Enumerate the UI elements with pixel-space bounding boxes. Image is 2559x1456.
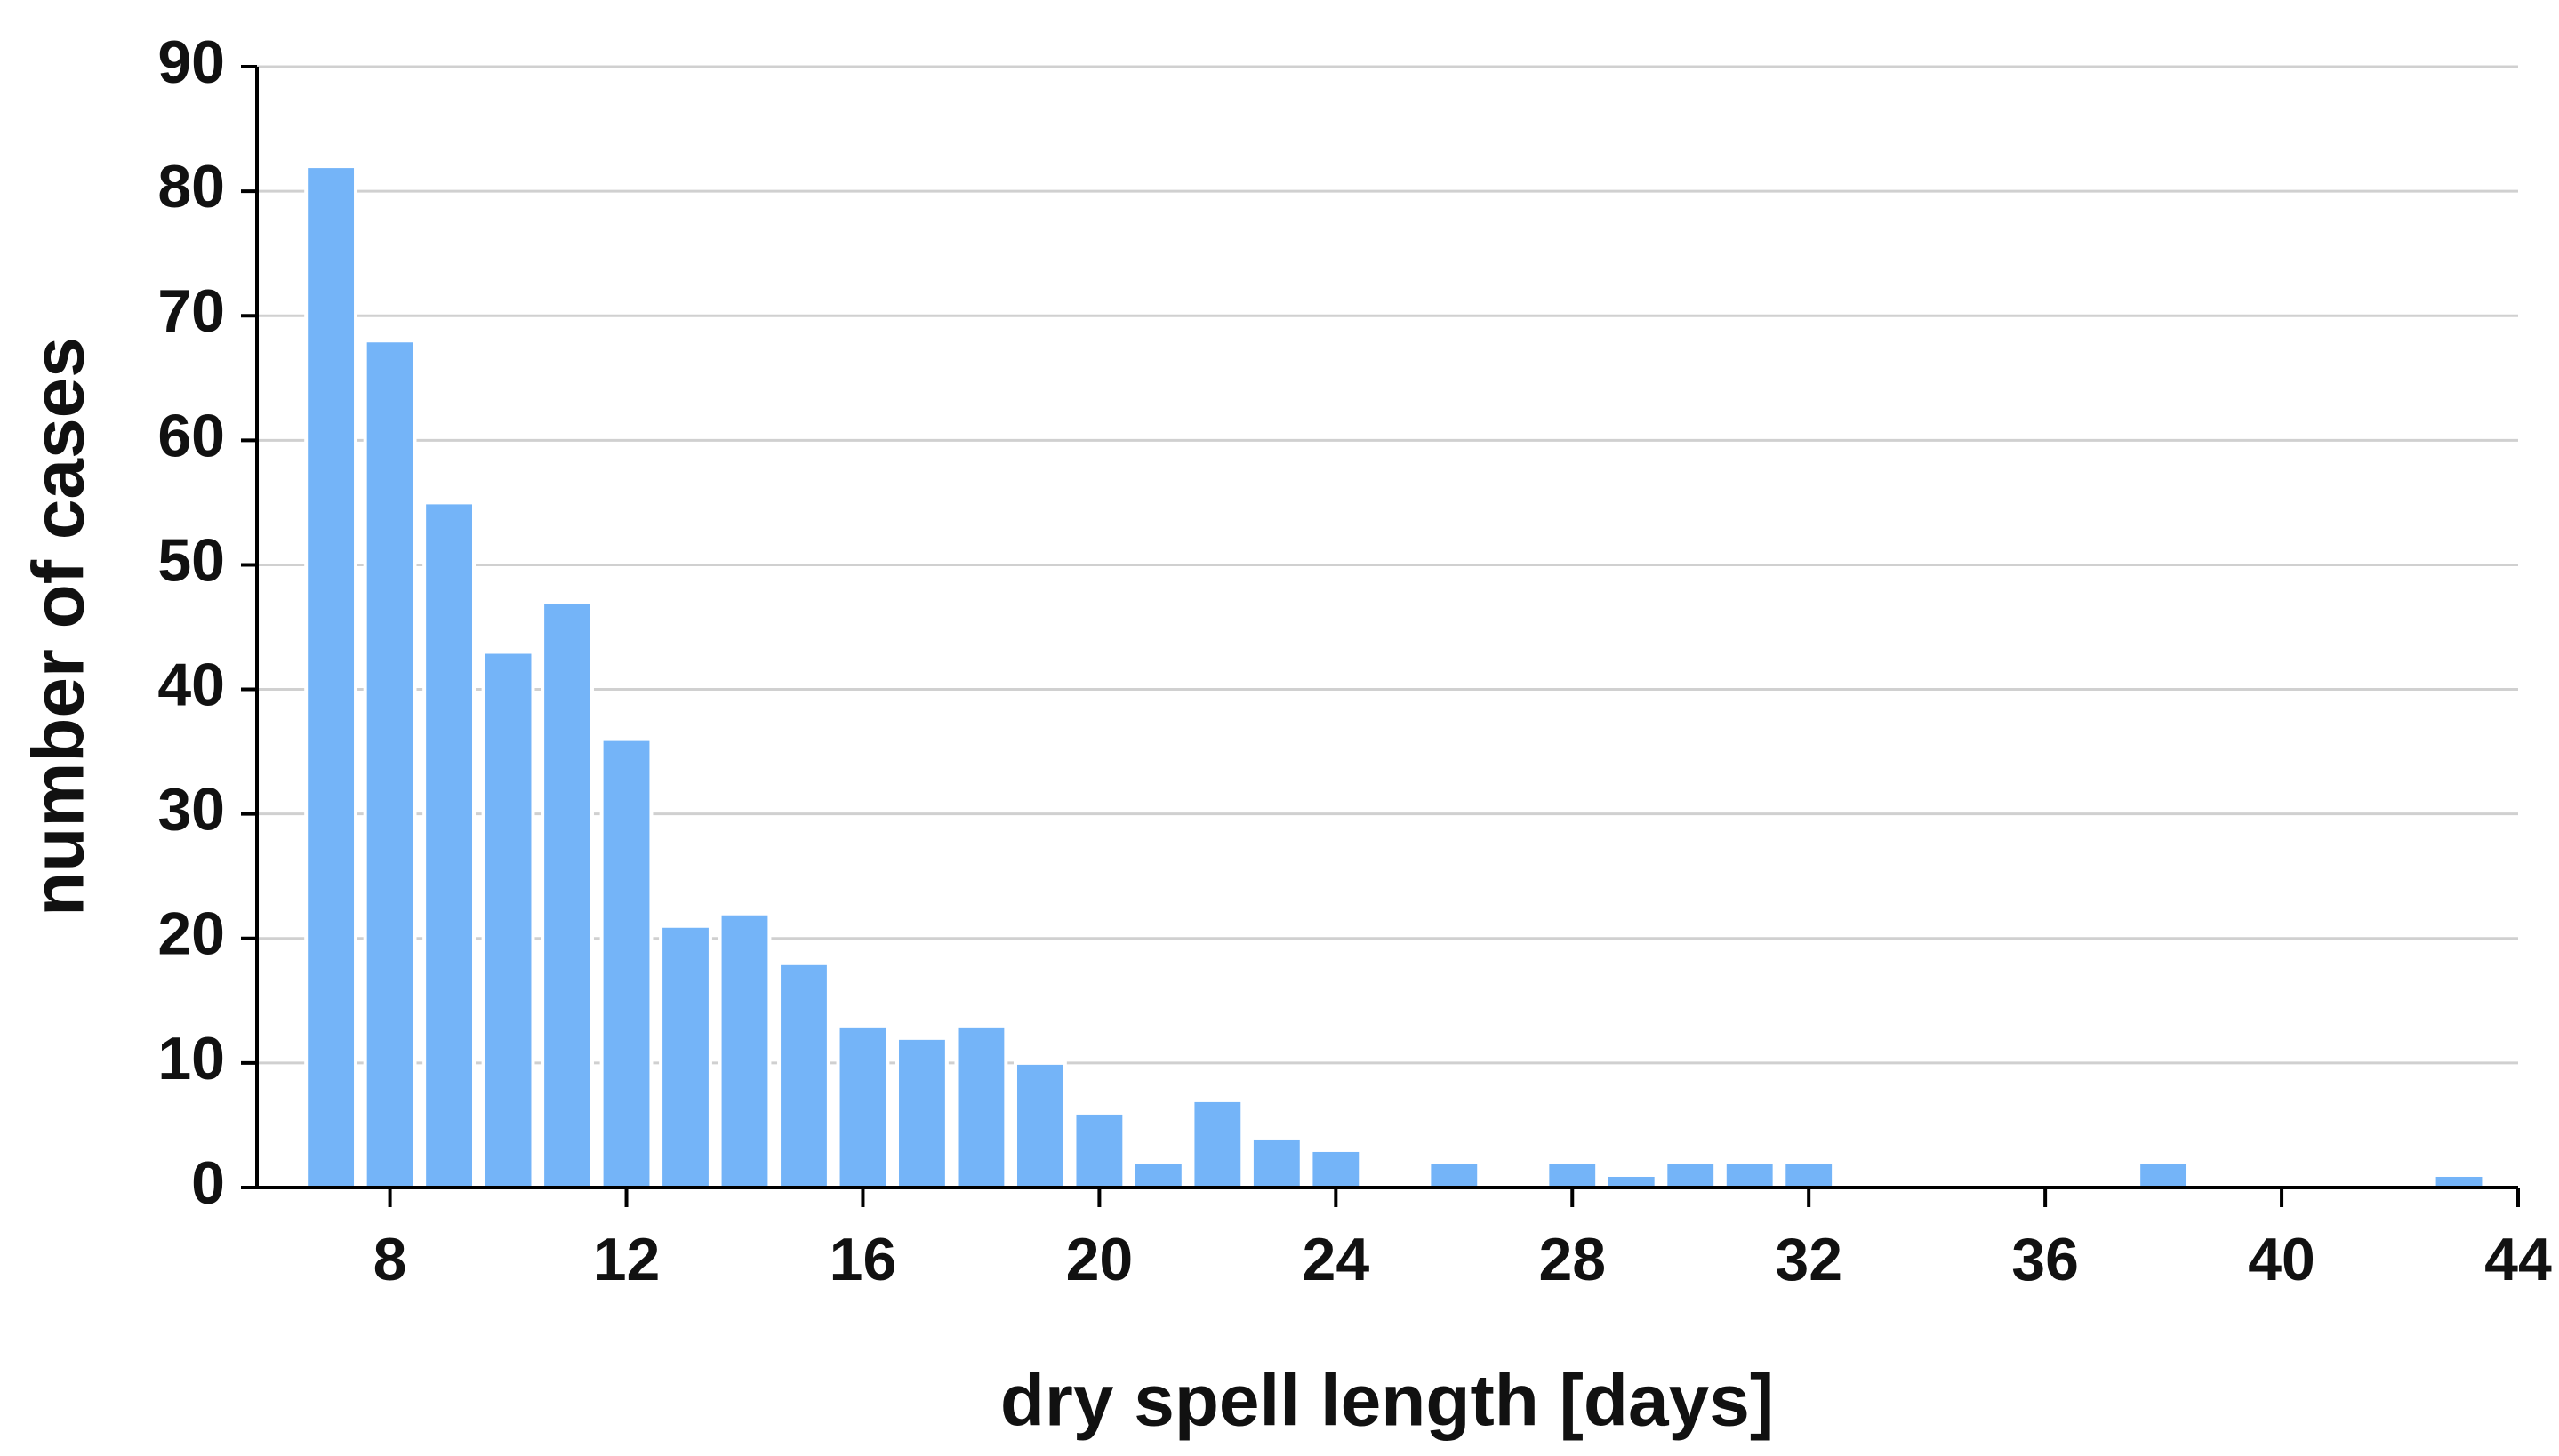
y-tick-label: 70 [157, 277, 225, 345]
y-tick-label: 60 [157, 402, 225, 469]
bar [1072, 1110, 1127, 1190]
bar [1131, 1160, 1185, 1190]
x-tick-label: 44 [2484, 1226, 2552, 1293]
y-tick-label: 20 [157, 900, 225, 968]
x-tick-label: 12 [593, 1226, 661, 1293]
x-tick-label: 32 [1775, 1226, 1842, 1293]
y-tick-label: 40 [157, 652, 225, 719]
y-tick-label: 90 [157, 28, 225, 96]
y-tick-label: 10 [157, 1025, 225, 1092]
bar [2432, 1172, 2486, 1190]
bar [422, 500, 476, 1189]
bar [1249, 1135, 1304, 1190]
x-tick-label: 36 [2011, 1226, 2079, 1293]
x-axis-title: dry spell length [days] [1000, 1361, 1774, 1442]
y-tick-label: 50 [157, 526, 225, 594]
bar [836, 1023, 890, 1190]
bar [2137, 1160, 2191, 1190]
bar [895, 1036, 949, 1190]
bar [1013, 1060, 1067, 1190]
x-tick-label: 24 [1303, 1226, 1370, 1293]
bar [599, 737, 654, 1189]
x-tick-label: 20 [1066, 1226, 1134, 1293]
bar [304, 164, 358, 1190]
x-tick-label: 28 [1538, 1226, 1606, 1293]
y-tick-label: 0 [191, 1149, 225, 1217]
bar [1309, 1148, 1363, 1190]
bar [1782, 1160, 1836, 1190]
y-tick-label: 80 [157, 153, 225, 220]
bar [1191, 1098, 1245, 1190]
bar [363, 339, 417, 1189]
y-axis-title: number of cases [19, 337, 100, 916]
bar [541, 600, 594, 1189]
bar [1427, 1160, 1481, 1190]
bar [1664, 1160, 1718, 1190]
x-tick-label: 40 [2248, 1226, 2315, 1293]
y-tick-label: 30 [157, 776, 225, 844]
bar [481, 650, 535, 1189]
bar [1722, 1160, 1777, 1190]
x-tick-label: 8 [373, 1226, 407, 1293]
bar [777, 961, 830, 1190]
x-tick-label: 16 [830, 1226, 897, 1293]
bar [1545, 1160, 1600, 1190]
bar [659, 924, 712, 1190]
bar [718, 911, 772, 1190]
bar [1604, 1172, 1658, 1190]
bar [954, 1023, 1008, 1190]
